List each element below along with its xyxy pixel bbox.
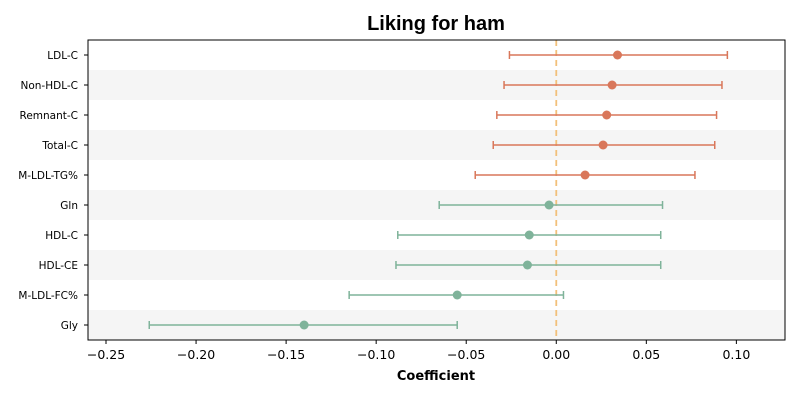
y-tick-label: HDL-C <box>45 230 78 242</box>
y-tick-label: LDL-C <box>47 50 78 62</box>
row-bands <box>88 70 785 340</box>
y-tick-label: M-LDL-FC% <box>18 290 78 302</box>
x-tick-label: −0.05 <box>447 347 485 362</box>
point-M-LDL-TG% <box>580 170 590 180</box>
row-band <box>88 190 785 220</box>
x-tick-label: 0.05 <box>632 347 660 362</box>
plot-frame <box>87 39 786 341</box>
x-tick-label: −0.15 <box>267 347 305 362</box>
x-tick-label: −0.20 <box>177 347 215 362</box>
y-tick-label: Non-HDL-C <box>21 80 79 92</box>
x-axis: −0.25 −0.20 −0.15 −0.10 −0.05 0.00 0.05 0.10 <box>87 340 750 362</box>
point-HDL-C <box>524 230 534 240</box>
chart-title: Liking for ham <box>367 13 505 35</box>
point-Remnant-C <box>602 110 612 120</box>
y-tick-label: Gln <box>60 200 78 212</box>
point-Non-HDL-C <box>607 80 617 90</box>
x-tick-label: 0.10 <box>722 347 750 362</box>
y-tick-label: HDL-CE <box>39 260 78 272</box>
y-tick-label: M-LDL-TG% <box>18 170 78 182</box>
x-tick-label: −0.10 <box>357 347 395 362</box>
point-Gly <box>299 320 309 330</box>
point-LDL-C <box>613 50 623 60</box>
point-Total-C <box>598 140 608 150</box>
x-tick-label: −0.25 <box>87 347 125 362</box>
y-tick-label: Total-C <box>41 140 78 152</box>
data-marks <box>148 50 729 330</box>
y-tick-label: Remnant-C <box>20 110 79 122</box>
y-axis: LDL-C Non-HDL-C Remnant-C Total-C M-LDL-TG% G… <box>18 50 88 332</box>
point-HDL-CE <box>522 260 532 270</box>
point-M-LDL-FC% <box>452 290 462 300</box>
y-tick-label: Gly <box>61 320 78 332</box>
x-axis-label: Coefficient <box>397 369 475 384</box>
point-Gln <box>544 200 554 210</box>
x-tick-label: 0.00 <box>542 347 570 362</box>
